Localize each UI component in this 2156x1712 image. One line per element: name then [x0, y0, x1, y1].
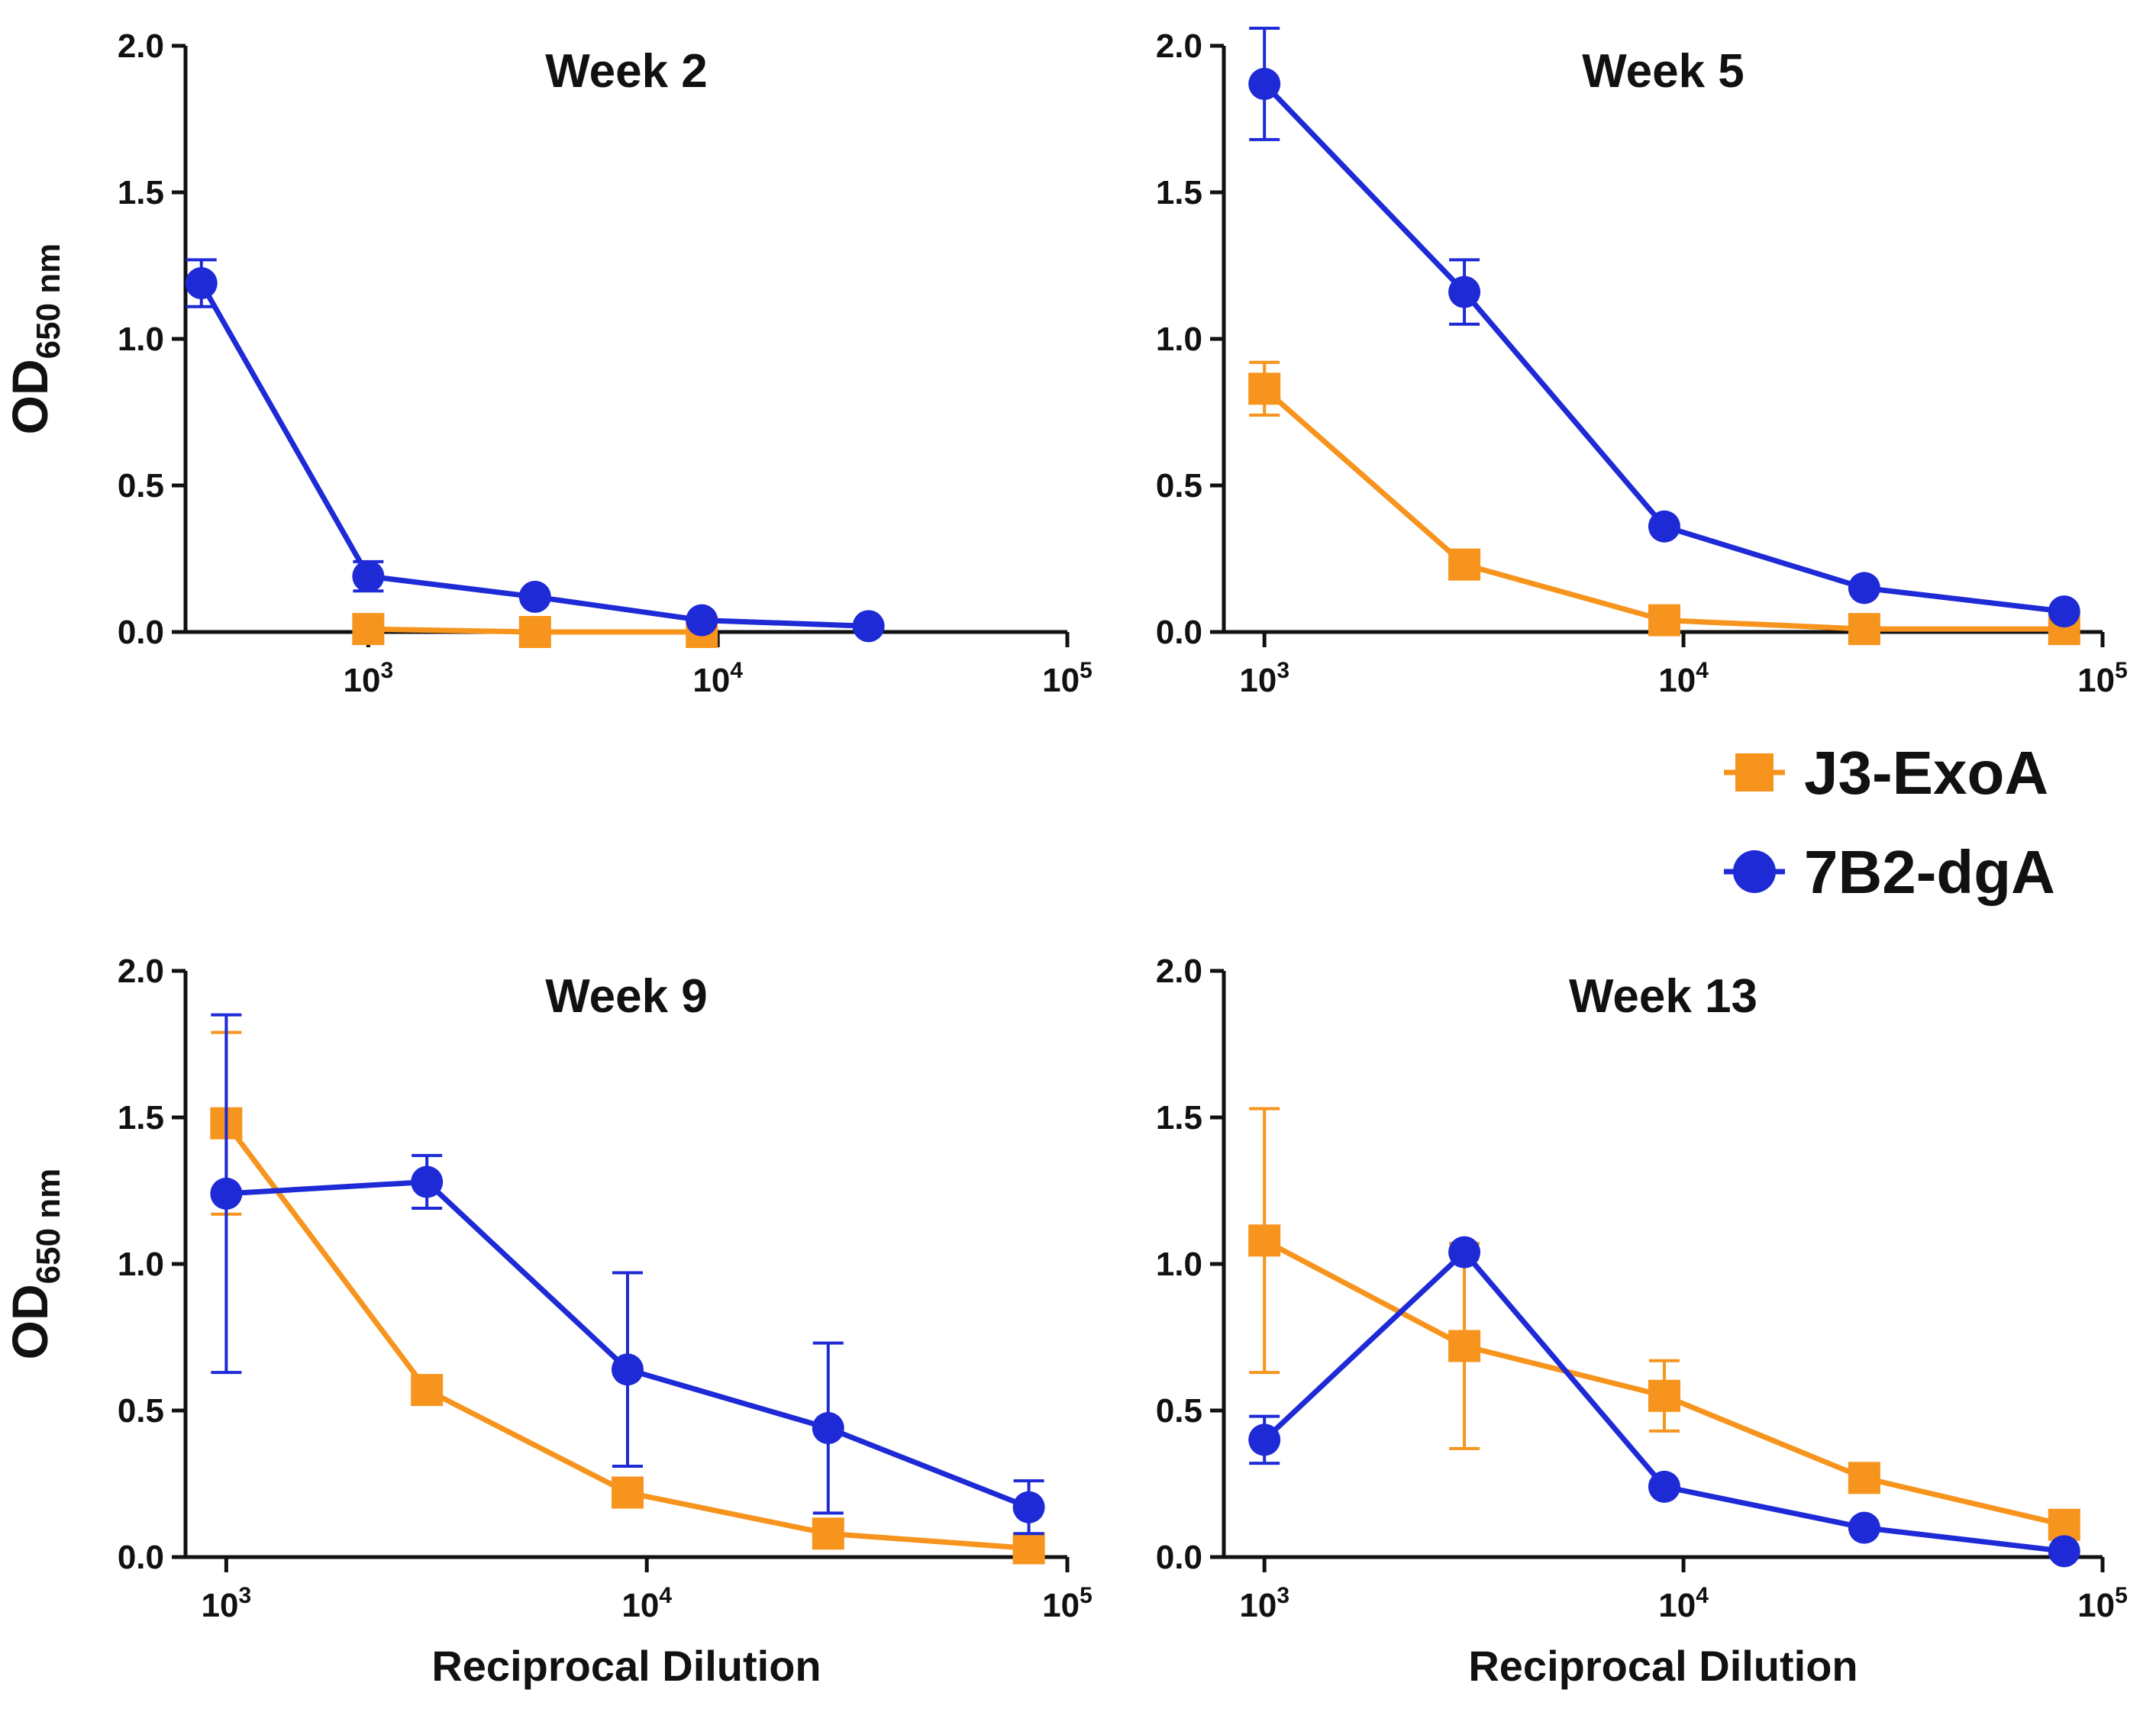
legend-7b2-dga-label: 7B2-dgA	[1804, 838, 2055, 906]
data-point-square	[1648, 604, 1680, 637]
panel-title: Week 2	[545, 45, 708, 98]
data-point-circle	[1448, 1236, 1481, 1269]
y-tick-label: 1.5	[1156, 174, 1202, 211]
y-axis-label: OD650 nm	[2, 243, 67, 435]
data-point-square	[411, 1374, 444, 1407]
legend-7b2-dga-marker	[1733, 850, 1776, 893]
y-tick-label: 0.5	[1156, 1392, 1202, 1430]
data-point-circle	[852, 610, 885, 643]
data-point-square	[352, 613, 385, 646]
data-point-circle	[1248, 67, 1281, 100]
x-tick-label: 104	[692, 658, 743, 699]
panel-week-9: 0.0 0.5 1.0 1.5 2.0 103 104 105 Week 9 OD650 nm Re…	[2, 953, 1093, 1690]
y-axis-label: OD650 nm	[2, 1169, 67, 1360]
data-point-square	[1012, 1532, 1045, 1565]
x-tick-label: 104	[1658, 1583, 1709, 1624]
data-point-circle	[1648, 510, 1680, 543]
series-7b2-dga	[210, 1013, 1045, 1536]
y-tick-label: 0.5	[1156, 467, 1202, 505]
data-point-circle	[686, 604, 718, 637]
panel-week-5: 0.0 0.5 1.0 1.5 2.0 103 104 105 Week 5	[1156, 26, 2128, 699]
panel-week-2: 0.0 0.5 1.0 1.5 2.0 103 104 105 Week 2 OD650 nm	[2, 27, 1093, 699]
x-tick-label: 104	[1658, 658, 1709, 699]
data-point-circle	[1848, 1511, 1880, 1544]
panel-title: Week 5	[1582, 45, 1744, 98]
series-j3-exoa	[1248, 1107, 2080, 1541]
y-tick-label: 1.0	[1156, 1246, 1202, 1283]
series-7b2-dga	[1248, 26, 2080, 628]
data-point-square	[1448, 548, 1481, 581]
data-point-square	[518, 616, 551, 648]
data-point-square	[1848, 613, 1880, 646]
y-tick-label: 0.5	[118, 467, 164, 505]
x-axis-label: Reciprocal Dilution	[431, 1642, 821, 1690]
data-point-circle	[518, 580, 551, 613]
x-tick-label: 103	[1239, 658, 1289, 699]
data-point-circle	[1448, 276, 1481, 308]
y-tick-label: 0.0	[118, 1539, 164, 1576]
x-tick-label: 103	[1239, 1583, 1289, 1624]
y-tick-label: 1.0	[118, 321, 164, 358]
y-tick-label: 0.0	[118, 614, 164, 651]
panel-title: Week 13	[1569, 970, 1757, 1023]
series-7b2-dga	[1248, 1236, 2080, 1568]
data-point-circle	[1648, 1470, 1680, 1503]
x-axis-label: Reciprocal Dilution	[1468, 1642, 1857, 1690]
series-line	[1262, 386, 2064, 632]
y-tick-label: 2.0	[118, 953, 164, 990]
data-point-circle	[2048, 595, 2080, 628]
series-7b2-dga	[185, 258, 885, 643]
data-point-square	[1848, 1462, 1880, 1494]
y-tick-label: 1.0	[118, 1246, 164, 1283]
legend-j3-exoa-label: J3-ExoA	[1804, 739, 2048, 807]
data-point-circle	[812, 1412, 844, 1445]
y-tick-label: 0.0	[1156, 614, 1202, 651]
y-tick-label: 1.5	[118, 174, 164, 211]
legend-j3-exoa-marker	[1735, 753, 1774, 792]
data-point-circle	[611, 1353, 644, 1386]
y-tick-label: 0.0	[1156, 1539, 1202, 1576]
data-point-square	[1248, 372, 1281, 405]
data-point-square	[611, 1476, 644, 1509]
x-tick-label: 103	[202, 1583, 252, 1624]
panel-title: Week 9	[545, 970, 708, 1023]
data-point-square	[812, 1517, 844, 1550]
data-point-circle	[1012, 1491, 1045, 1523]
series-j3-exoa	[1248, 360, 2080, 646]
y-tick-label: 1.5	[118, 1099, 164, 1136]
data-point-circle	[352, 560, 385, 593]
series-line	[198, 282, 869, 629]
series-j3-exoa	[352, 613, 718, 648]
data-point-square	[1248, 1224, 1281, 1257]
data-point-circle	[210, 1177, 243, 1210]
data-point-circle	[185, 267, 218, 300]
panel-week-13: 0.0 0.5 1.0 1.5 2.0 103 104 105 Week 13 Reciproca…	[1156, 953, 2128, 1690]
data-point-circle	[2048, 1535, 2080, 1568]
x-tick-label: 104	[621, 1583, 672, 1624]
data-point-square	[1448, 1330, 1481, 1362]
legend: J3-ExoA 7B2-dgA	[1724, 739, 2055, 906]
x-tick-label: 105	[1042, 1583, 1093, 1624]
y-tick-label: 1.0	[1156, 321, 1202, 358]
data-point-circle	[1848, 572, 1880, 605]
data-point-square	[1648, 1379, 1680, 1412]
x-tick-label: 103	[344, 658, 394, 699]
x-tick-label: 105	[1042, 658, 1093, 699]
series-j3-exoa	[210, 1030, 1045, 1565]
y-tick-label: 1.5	[1156, 1099, 1202, 1136]
x-tick-label: 105	[2077, 658, 2128, 699]
y-tick-label: 2.0	[118, 27, 164, 65]
y-tick-label: 2.0	[1156, 27, 1202, 65]
data-point-circle	[411, 1166, 444, 1198]
y-tick-label: 2.0	[1156, 953, 1202, 990]
x-tick-label: 105	[2077, 1583, 2128, 1624]
data-point-circle	[1248, 1423, 1281, 1456]
y-tick-label: 0.5	[118, 1392, 164, 1430]
